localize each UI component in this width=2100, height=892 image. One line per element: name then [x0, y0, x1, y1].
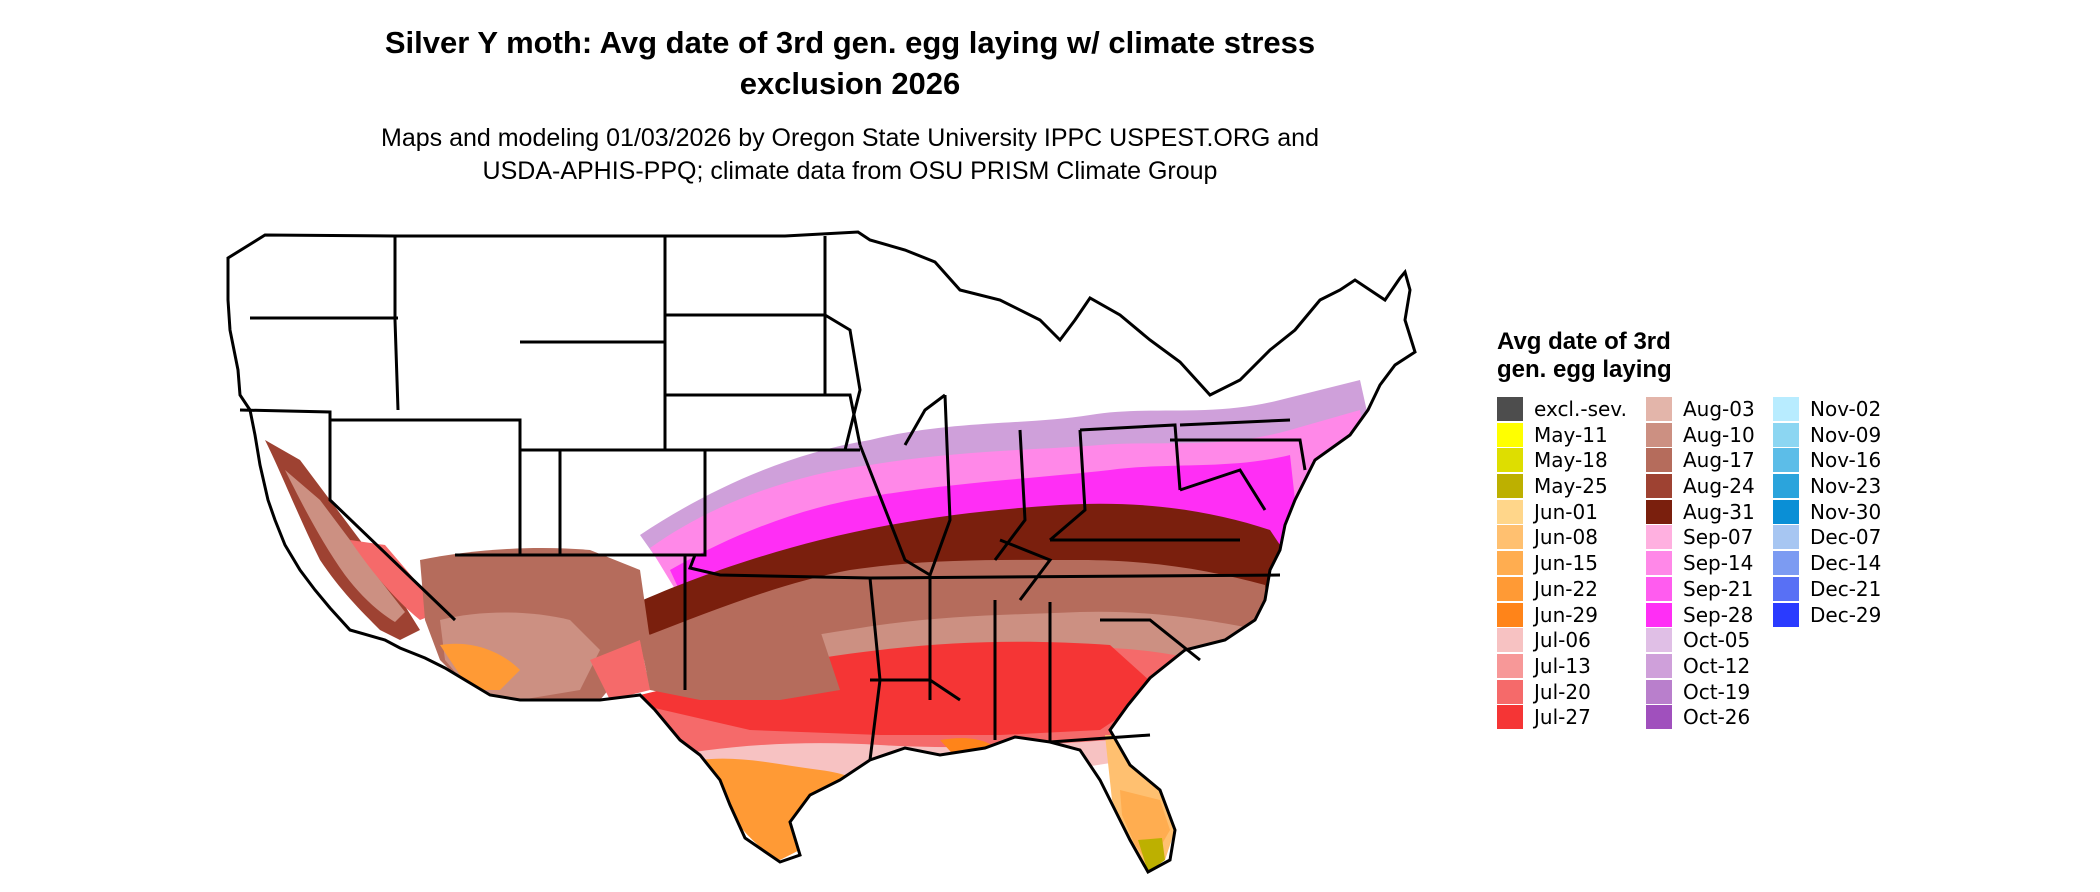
legend-swatch: [1646, 679, 1672, 704]
legend-label: Jun-29: [1534, 602, 1598, 627]
legend-swatch: [1646, 551, 1672, 576]
legend-label: May-25: [1534, 474, 1608, 499]
legend-label: Jul-13: [1534, 653, 1591, 678]
legend-label: Jun-08: [1534, 525, 1598, 550]
legend-swatch: [1773, 499, 1799, 524]
legend-swatch: [1646, 474, 1672, 499]
legend-title-line2: gen. egg laying: [1497, 356, 1672, 383]
legend-swatch: [1646, 525, 1672, 550]
legend-label: Aug-10: [1683, 422, 1755, 447]
legend-label: Jul-06: [1534, 628, 1591, 653]
legend-label: Jun-22: [1534, 576, 1598, 601]
legend-swatch: [1773, 525, 1799, 550]
state-borders: [226, 230, 1417, 875]
legend-label: May-18: [1534, 448, 1608, 473]
map-subtitle: Maps and modeling 01/03/2026 by Oregon S…: [200, 122, 1500, 188]
legend-swatch: [1497, 397, 1523, 421]
legend-swatch: [1497, 499, 1523, 524]
legend-label: Jul-27: [1534, 705, 1591, 730]
legend-swatch: [1773, 602, 1799, 627]
legend-label: Nov-23: [1810, 474, 1882, 499]
legend-label: Dec-14: [1810, 551, 1882, 576]
legend-title: Avg date of 3rd gen. egg laying: [1497, 328, 1672, 384]
legend-swatch: [1497, 448, 1523, 473]
legend-swatch: [1497, 474, 1523, 499]
legend-label: Oct-26: [1683, 705, 1751, 730]
legend-swatch: [1646, 628, 1672, 653]
legend-swatch: [1773, 551, 1799, 576]
legend-swatch: [1646, 653, 1672, 678]
map-title: Silver Y moth: Avg date of 3rd gen. egg …: [200, 22, 1500, 104]
legend-label: excl.-sev.: [1534, 397, 1627, 421]
legend-swatch: [1773, 448, 1799, 473]
legend-label: Dec-07: [1810, 525, 1882, 550]
map-subtitle-line1: Maps and modeling 01/03/2026 by Oregon S…: [381, 124, 1319, 152]
legend-label: Nov-30: [1810, 499, 1882, 524]
phenology-fill: [265, 380, 1380, 872]
legend-swatch: [1497, 551, 1523, 576]
map-subtitle-line2: USDA-APHIS-PPQ; climate data from OSU PR…: [482, 157, 1218, 185]
map-title-line1: Silver Y moth: Avg date of 3rd gen. egg …: [384, 25, 1316, 60]
legend-swatch: [1773, 422, 1799, 447]
legend-swatch: [1646, 448, 1672, 473]
legend-swatch: [1646, 397, 1672, 421]
legend-swatch: [1497, 525, 1523, 550]
legend-swatch: [1773, 474, 1799, 499]
map-title-line2: exclusion 2026: [739, 66, 961, 101]
legend-title-line1: Avg date of 3rd: [1497, 328, 1671, 355]
legend-label: Sep-28: [1683, 602, 1754, 627]
legend-swatch: [1773, 576, 1799, 601]
legend-label: Nov-09: [1810, 422, 1882, 447]
legend-label: Oct-05: [1683, 628, 1751, 653]
legend-label: Jul-20: [1534, 679, 1591, 704]
legend-label: May-11: [1534, 422, 1608, 447]
legend-label: Dec-29: [1810, 602, 1882, 627]
legend-swatch: [1497, 653, 1523, 678]
legend-label: Aug-31: [1683, 499, 1755, 524]
legend-swatch: [1646, 422, 1672, 447]
legend-swatch: [1497, 602, 1523, 627]
legend-label: Aug-03: [1683, 397, 1755, 421]
legend-label: Nov-16: [1810, 448, 1882, 473]
legend-swatch: [1646, 602, 1672, 627]
legend-label: Sep-14: [1683, 551, 1754, 576]
legend-label: Aug-24: [1683, 474, 1755, 499]
legend-swatch: [1497, 679, 1523, 704]
legend-label: Sep-21: [1683, 576, 1754, 601]
legend-swatch: [1497, 422, 1523, 447]
legend-swatch: [1646, 499, 1672, 524]
legend-label: Nov-02: [1810, 397, 1882, 421]
legend-label: Sep-07: [1683, 525, 1754, 550]
legend-swatch: [1773, 397, 1799, 421]
legend-label: Oct-19: [1683, 679, 1751, 704]
legend-label: Dec-21: [1810, 576, 1882, 601]
legend-swatch: [1646, 576, 1672, 601]
legend-swatch: [1497, 628, 1523, 653]
legend-label: Jun-15: [1534, 551, 1598, 576]
legend-swatch: [1646, 705, 1672, 730]
legend-label: Jun-01: [1534, 499, 1598, 524]
legend-swatch: [1497, 705, 1523, 730]
legend-label: Oct-12: [1683, 653, 1751, 678]
legend-swatch: [1497, 576, 1523, 601]
legend-label: Aug-17: [1683, 448, 1755, 473]
